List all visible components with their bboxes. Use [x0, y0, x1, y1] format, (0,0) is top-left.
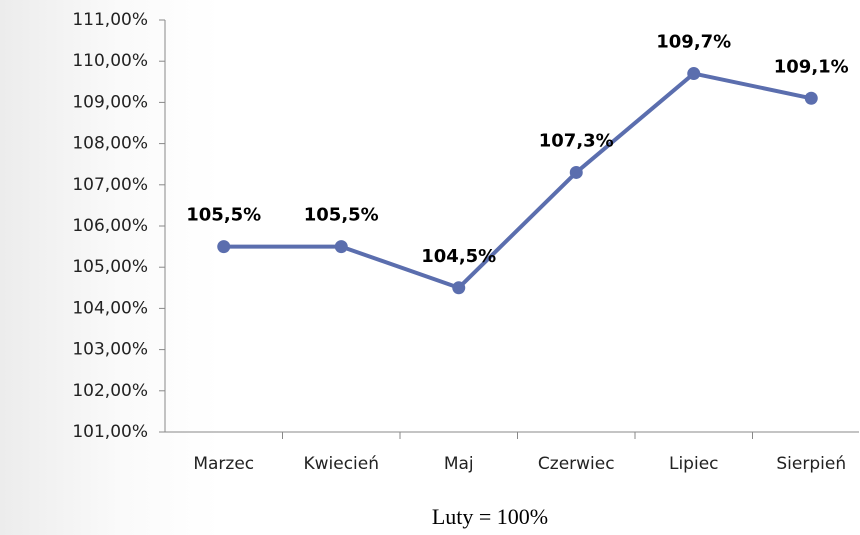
data-label: 107,3%: [539, 130, 614, 151]
x-tick-label: Maj: [444, 454, 474, 474]
y-tick-label: 105,00%: [72, 257, 148, 277]
y-tick-label: 110,00%: [72, 51, 148, 71]
point: [452, 281, 466, 295]
data-label: 105,5%: [304, 205, 379, 226]
point: [804, 91, 818, 105]
data-label: 104,5%: [421, 246, 496, 267]
y-tick-label: 107,00%: [72, 175, 148, 195]
y-tick-label: 109,00%: [72, 92, 148, 112]
x-tick-label: Lipiec: [669, 454, 719, 474]
point: [687, 67, 701, 81]
y-tick-label: 108,00%: [72, 134, 148, 154]
y-tick-label: 102,00%: [72, 381, 148, 401]
x-axis-label: Luty = 100%: [432, 504, 548, 529]
x-tick-label: Kwiecień: [303, 454, 379, 474]
point: [217, 240, 231, 254]
point: [569, 165, 583, 179]
line: [223, 71, 812, 290]
y-tick-label: 103,00%: [72, 340, 148, 360]
y-tick-label: 104,00%: [72, 298, 148, 318]
data-label: 105,5%: [186, 205, 261, 226]
x-tick-label: Marzec: [193, 454, 254, 474]
x-tick-label: Sierpień: [776, 454, 846, 474]
data-label: 109,7%: [656, 32, 731, 53]
data-label: 109,1%: [774, 56, 849, 77]
y-tick-label: 111,00%: [72, 10, 148, 30]
y-tick-label: 101,00%: [72, 422, 148, 442]
y-tick-label: 106,00%: [72, 216, 148, 236]
x-tick-label: Czerwiec: [538, 454, 615, 474]
point: [334, 240, 348, 254]
